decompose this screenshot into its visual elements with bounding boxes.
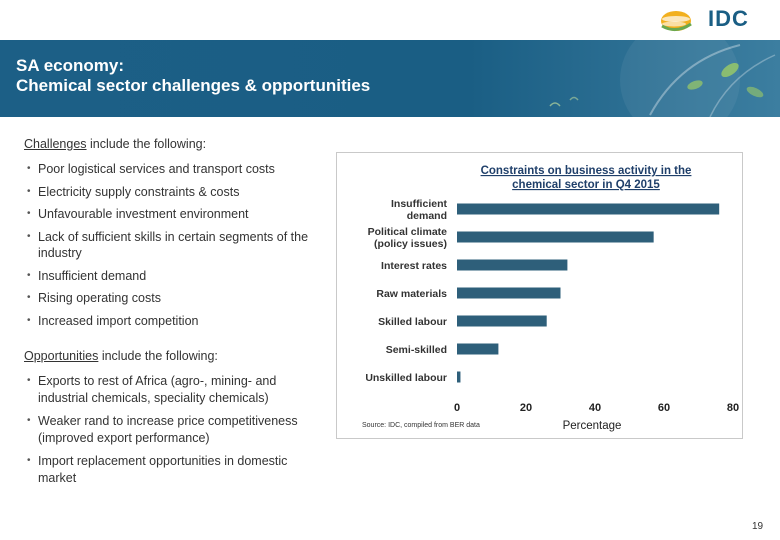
bars-group: [457, 203, 720, 383]
opportunities-list: Exports to rest of Africa (agro-, mining…: [24, 373, 324, 486]
logo-text: IDC: [708, 6, 749, 31]
list-item: Insufficient demand: [24, 268, 324, 285]
x-tick-60: 60: [658, 402, 670, 414]
bar-4: [457, 315, 547, 327]
challenges-heading: Challenges include the following:: [24, 136, 324, 152]
bar-3: [457, 287, 561, 299]
title-banner: SA economy: Chemical sector challenges &…: [0, 40, 780, 117]
bar-5: [457, 343, 499, 355]
opportunities-heading-label: Opportunities: [24, 349, 99, 363]
title-line-1: SA economy:: [16, 56, 125, 75]
page-title: SA economy: Chemical sector challenges &…: [16, 56, 370, 96]
idc-logo-icon: [661, 11, 692, 31]
category-label-1: Political climate (policy issues): [368, 226, 448, 250]
chart-title-line-2: chemical sector in Q4 2015: [512, 179, 660, 191]
chart-svg: Constraints on business activity in the …: [362, 165, 739, 432]
list-item: Weaker rand to increase price competitiv…: [24, 413, 324, 446]
x-axis-label: Percentage: [563, 420, 622, 432]
category-label-6: Unskilled labour: [365, 372, 447, 384]
top-bar: IDC: [0, 0, 780, 40]
x-tick-0: 0: [454, 402, 460, 414]
list-item: Increased import competition: [24, 313, 324, 330]
list-item: Electricity supply constraints & costs: [24, 184, 324, 201]
x-tick-40: 40: [589, 402, 601, 414]
title-line-2: Chemical sector challenges & opportuniti…: [16, 76, 371, 95]
text-column: Challenges include the following: Poor l…: [24, 136, 324, 486]
category-label-3: Raw materials: [376, 288, 447, 300]
bar-0: [457, 203, 720, 215]
list-item: Lack of sufficient skills in certain seg…: [24, 229, 324, 262]
list-item: Poor logistical services and transport c…: [24, 161, 324, 178]
opportunities-heading: Opportunities include the following:: [24, 348, 324, 364]
bar-2: [457, 259, 568, 271]
x-tick-80: 80: [727, 402, 739, 414]
chart-source: Source: IDC, compiled from BER data: [362, 422, 480, 429]
challenges-heading-rest: include the following:: [86, 137, 207, 151]
category-label-0: Insufficient demand: [391, 198, 448, 222]
bar-1: [457, 231, 654, 243]
page-number: 19: [752, 521, 764, 532]
category-label-4: Skilled labour: [378, 316, 447, 328]
category-labels: Insufficient demand Political climate (poli…: [365, 198, 447, 384]
challenges-list: Poor logistical services and transport c…: [24, 161, 324, 329]
list-item: Unfavourable investment environment: [24, 206, 324, 223]
x-tick-labels: 0 20 40 60 80: [454, 402, 739, 414]
chart-title-line-1: Constraints on business activity in the: [481, 165, 692, 177]
banner-decoration-icon: [549, 40, 776, 117]
list-item: Import replacement opportunities in dome…: [24, 453, 324, 486]
x-tick-20: 20: [520, 402, 532, 414]
challenges-heading-label: Challenges: [24, 137, 87, 151]
constraints-chart: Constraints on business activity in the …: [336, 152, 743, 439]
list-item: Exports to rest of Africa (agro-, mining…: [24, 373, 324, 406]
bar-6: [457, 371, 461, 383]
opportunities-heading-rest: include the following:: [98, 349, 218, 363]
category-label-5: Semi-skilled: [386, 344, 447, 356]
category-label-2: Interest rates: [381, 260, 447, 272]
list-item: Rising operating costs: [24, 290, 324, 307]
